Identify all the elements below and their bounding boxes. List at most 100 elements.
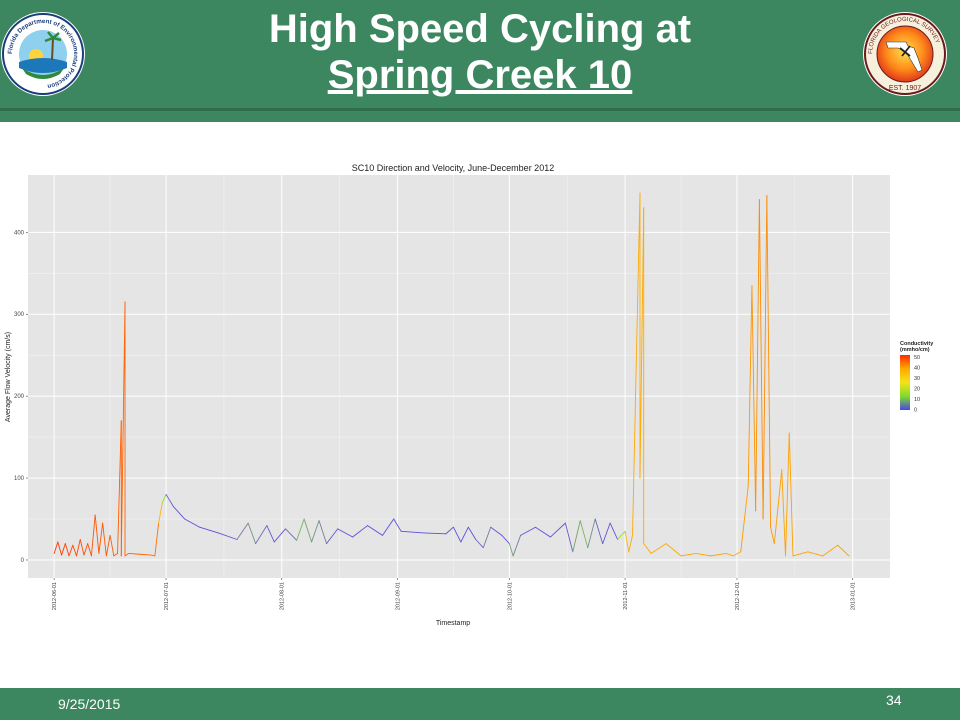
y-axis-ticks: 0 100 200 300 400 <box>14 230 28 564</box>
title-line-1: High Speed Cycling at <box>268 7 692 51</box>
series-segment <box>87 543 92 557</box>
series-segment <box>781 469 786 557</box>
series-segment <box>57 541 63 556</box>
series-segment <box>460 526 469 543</box>
series-segment <box>165 494 174 508</box>
series-segment <box>643 543 652 554</box>
series-segment <box>105 534 111 557</box>
legend: Conductivity (mmho/cm) 50 40 30 20 10 0 <box>900 341 934 414</box>
minor-grid <box>28 175 890 578</box>
plot-panel <box>28 175 890 578</box>
series-segment <box>76 539 81 557</box>
y-axis-label: Average Flow Velocity (cm/s) <box>5 332 12 422</box>
series-segment <box>467 526 477 540</box>
footer-date: 9/25/2015 <box>58 696 121 712</box>
fgs-logo: FLORIDA GEOLOGICAL SURVEY EST. 1907 <box>863 12 947 96</box>
header-divider <box>0 108 960 111</box>
x-tick-label: 2012-12-01 <box>735 582 741 610</box>
series-segment <box>337 528 354 538</box>
x-axis-ticks: 2012-06-01 2012-07-01 2012-08-01 2012-09-01… <box>52 578 857 610</box>
fgs-logo-est: EST. 1907 <box>889 85 921 92</box>
series-segment <box>482 526 492 549</box>
series-segment <box>490 526 503 536</box>
series-segment <box>128 552 141 555</box>
series-segment <box>837 544 850 557</box>
series-segment <box>632 192 641 536</box>
series-segment <box>773 469 783 545</box>
legend-label: 40 <box>914 366 920 372</box>
velocity-chart: SC10 Direction and Velocity, June-Decemb… <box>5 163 934 627</box>
x-axis-label: Timestamp <box>436 620 470 627</box>
series-segment <box>609 522 619 540</box>
series-segment <box>79 539 85 556</box>
series-segment <box>173 506 186 520</box>
slide-footer: 9/25/2015 34 <box>0 688 960 720</box>
series-segment <box>628 534 633 553</box>
series-segment <box>150 554 156 557</box>
series-segment <box>90 514 96 557</box>
x-tick-label: 2013-01-01 <box>851 582 857 610</box>
series-segment <box>311 520 320 543</box>
series-segment <box>255 525 268 545</box>
slide-title: High Speed Cycling at Spring Creek 10 <box>140 6 820 98</box>
legend-label: 10 <box>914 397 920 403</box>
series-segment <box>572 520 581 553</box>
series-segment <box>382 518 395 536</box>
series-segment <box>113 552 119 557</box>
series-segment <box>158 502 163 524</box>
series-segment <box>94 514 100 554</box>
series-segment <box>83 543 89 556</box>
series-segment <box>807 551 824 557</box>
series-segment <box>303 518 313 543</box>
x-tick-label: 2012-10-01 <box>507 582 513 610</box>
title-line-2: Spring Creek 10 <box>327 53 633 97</box>
series-segment <box>184 518 201 528</box>
series-segment <box>579 520 589 549</box>
series-segment <box>72 544 77 557</box>
series-segment <box>367 525 383 536</box>
series-segment <box>766 195 772 528</box>
series-segment <box>751 285 757 512</box>
y-tick-label: 100 <box>14 476 25 482</box>
series-segment <box>650 543 667 554</box>
series-segment <box>758 199 764 520</box>
series-segment <box>139 553 152 556</box>
series-segment <box>624 530 630 553</box>
series-segment <box>520 526 536 536</box>
series-segment <box>512 534 522 557</box>
series-segment <box>266 525 275 543</box>
series-segment <box>393 518 402 532</box>
series-segment <box>602 522 611 545</box>
y-tick-label: 300 <box>14 312 25 318</box>
series-segment <box>64 543 70 557</box>
series-segment <box>508 543 514 557</box>
series-segment <box>326 528 339 545</box>
series-segment <box>617 530 626 540</box>
series-segment <box>785 432 790 557</box>
series-segment <box>68 544 74 557</box>
y-tick-label: 200 <box>14 394 25 400</box>
series-segment <box>199 526 219 534</box>
series-segment <box>762 195 768 520</box>
series-segment <box>161 494 167 504</box>
series-segment <box>535 526 551 538</box>
legend-subtitle: (mmho/cm) <box>900 347 930 353</box>
major-grid <box>28 175 890 578</box>
fdep-logo: Florida Department of Environmental Prot… <box>1 12 85 96</box>
series-segment <box>680 552 697 557</box>
series-segment <box>695 552 712 557</box>
series-segment <box>725 552 734 557</box>
series-segment <box>549 522 566 538</box>
series-segment <box>217 532 238 540</box>
series-segment <box>665 543 682 557</box>
legend-label: 50 <box>914 355 920 361</box>
legend-label: 30 <box>914 376 920 382</box>
slide-header: High Speed Cycling at Spring Creek 10 Fl… <box>0 0 960 122</box>
series-segment <box>117 420 122 554</box>
x-tick-label: 2012-11-01 <box>623 582 629 610</box>
series-segment <box>501 534 510 545</box>
series-segment <box>285 528 298 541</box>
legend-title: Conductivity <box>900 341 934 347</box>
series-segment <box>247 522 257 545</box>
series-segment <box>594 518 604 545</box>
